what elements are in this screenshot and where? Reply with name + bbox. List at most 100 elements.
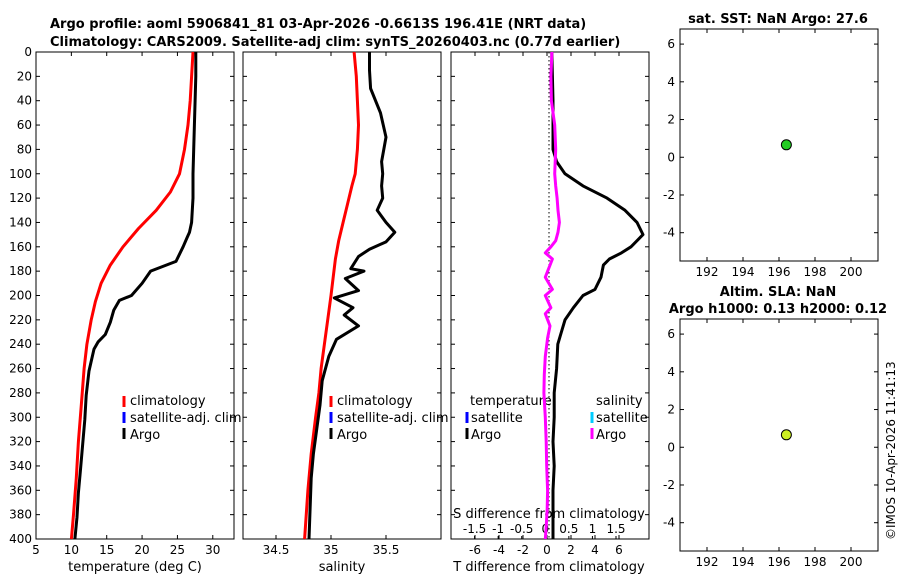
depth-tick-label: 300 [9, 410, 32, 424]
imos-watermark: ©IMOS 10-Apr-2026 11:41:13 [884, 361, 898, 540]
depth-tick-label: 320 [9, 435, 32, 449]
depth-tick-label: 280 [9, 386, 32, 400]
sst-xtick-label: 198 [804, 265, 827, 279]
sst-point [780, 139, 792, 151]
sst-ytick-label: 4 [667, 75, 675, 89]
difference-s-argo-line [542, 51, 561, 540]
scatter-points [780, 139, 792, 441]
sla-ytick-label: -4 [663, 516, 675, 530]
sst-ytick-label: 2 [667, 113, 675, 127]
profile-lines [69, 51, 645, 540]
sla-xtick-label: 194 [732, 555, 755, 569]
difference-xtick-label: -6 [469, 543, 481, 557]
sla-panel-frame [679, 318, 879, 552]
depth-tick-label: 80 [17, 142, 32, 156]
depth-tick-label: 40 [17, 94, 32, 108]
temperature-xtick-label: 25 [170, 543, 185, 557]
difference-xtick-label: 4 [591, 543, 599, 557]
sla-xtick-label: 200 [840, 555, 863, 569]
sla-title: Altim. SLA: NaN [720, 285, 836, 300]
legend-t-satellite-label: satellite [471, 411, 523, 426]
salinity-argo-line [307, 52, 397, 540]
temperature-xtick-label: 10 [64, 543, 79, 557]
difference-x2tick-label: 1 [589, 522, 597, 536]
depth-tick-label: 120 [9, 191, 32, 205]
difference-t-argo-line [550, 51, 645, 539]
sla-point [780, 429, 792, 441]
sla-ytick-label: -2 [663, 478, 675, 492]
sla-xtick-label: 198 [804, 555, 827, 569]
sst-xtick-label: 192 [696, 265, 719, 279]
difference-x2tick-label: -1 [492, 522, 504, 536]
salinity-xtick-label: 35 [323, 543, 338, 557]
sla-ytick-label: 0 [667, 440, 675, 454]
legend-temperature-title: temperature [470, 394, 552, 409]
depth-tick-label: 140 [9, 215, 32, 229]
temperature-xtick-label: 15 [99, 543, 114, 557]
legend-argo-label: Argo [130, 428, 160, 443]
temperature-xtick-label: 20 [134, 543, 149, 557]
legend-climatology-label: climatology [337, 394, 413, 409]
salinity-xtick-label: 35.5 [373, 543, 400, 557]
temperature-argo-line [73, 52, 198, 540]
difference-xlabel: T difference from climatology [452, 560, 645, 575]
depth-tick-label: 60 [17, 118, 32, 132]
sla-ytick-label: 6 [667, 327, 675, 341]
legend-satellite-label: satellite-adj. clim [130, 411, 242, 426]
sst-ytick-label: -2 [663, 188, 675, 202]
depth-tick-label: 200 [9, 289, 32, 303]
sla-xtick-label: 192 [696, 555, 719, 569]
difference-x2label: S difference from climatology [453, 507, 645, 522]
depth-tick-label: 380 [9, 508, 32, 522]
depth-tick-label: 220 [9, 313, 32, 327]
difference-legend: temperature salinity satellite Argo sate… [465, 394, 648, 443]
figure-title-line1: Argo profile: aoml 5906841_81 03-Apr-202… [50, 17, 586, 32]
sla-ytick-label: 4 [667, 365, 675, 379]
temperature-legend: climatology satellite-adj. clim Argo [122, 394, 242, 443]
depth-tick-label: 100 [9, 167, 32, 181]
salinity-xlabel: salinity [319, 560, 366, 575]
difference-xtick-label: -4 [493, 543, 505, 557]
difference-panel-frame [450, 51, 650, 540]
legend-t-argo-label: Argo [471, 428, 501, 443]
sst-ytick-label: 6 [667, 37, 675, 51]
temperature-xlabel: temperature (deg C) [68, 560, 202, 575]
sla-subtitle: Argo h1000: 0.13 h2000: 0.12 [669, 302, 887, 317]
sla-xtick-label: 196 [768, 555, 791, 569]
difference-x2tick-label: -1.5 [463, 522, 486, 536]
salinity-xtick-label: 34.5 [263, 543, 290, 557]
sst-ytick-label: -4 [663, 226, 675, 240]
depth-tick-label: 240 [9, 337, 32, 351]
temperature-panel-frame [35, 51, 235, 540]
sst-xtick-label: 194 [732, 265, 755, 279]
temperature-xtick-label: 30 [205, 543, 220, 557]
legend-salinity-title: salinity [596, 394, 643, 409]
depth-tick-label: 340 [9, 459, 32, 473]
depth-tick-label: 0 [24, 45, 32, 59]
difference-xtick-label: 2 [567, 543, 575, 557]
sla-ytick-label: 2 [667, 403, 675, 417]
difference-x2tick-label: -0.5 [510, 522, 533, 536]
legend-satellite-label: satellite-adj. clim [337, 411, 449, 426]
depth-tick-label: 260 [9, 362, 32, 376]
difference-x2tick-label: 0.5 [559, 522, 578, 536]
legend-s-satellite-label: satellite [596, 411, 648, 426]
axis-ticks: 5 10 15 20 25 3002040608010012014016018020022… [9, 29, 878, 569]
depth-tick-label: 360 [9, 483, 32, 497]
sst-panel-frame [679, 28, 879, 262]
difference-xtick-label: 0 [543, 543, 551, 557]
legend-s-argo-label: Argo [596, 428, 626, 443]
depth-tick-label: 400 [9, 532, 32, 546]
legend-climatology-label: climatology [130, 394, 206, 409]
difference-xtick-label: -2 [517, 543, 529, 557]
sst-title: sat. SST: NaN Argo: 27.6 [688, 12, 868, 27]
salinity-climatology-line [303, 51, 360, 540]
sst-xtick-label: 200 [840, 265, 863, 279]
temperature-climatology-line [69, 51, 195, 540]
depth-tick-label: 160 [9, 240, 32, 254]
depth-tick-label: 180 [9, 264, 32, 278]
legend-argo-label: Argo [337, 428, 367, 443]
depth-tick-label: 20 [17, 69, 32, 83]
sst-xtick-label: 196 [768, 265, 791, 279]
